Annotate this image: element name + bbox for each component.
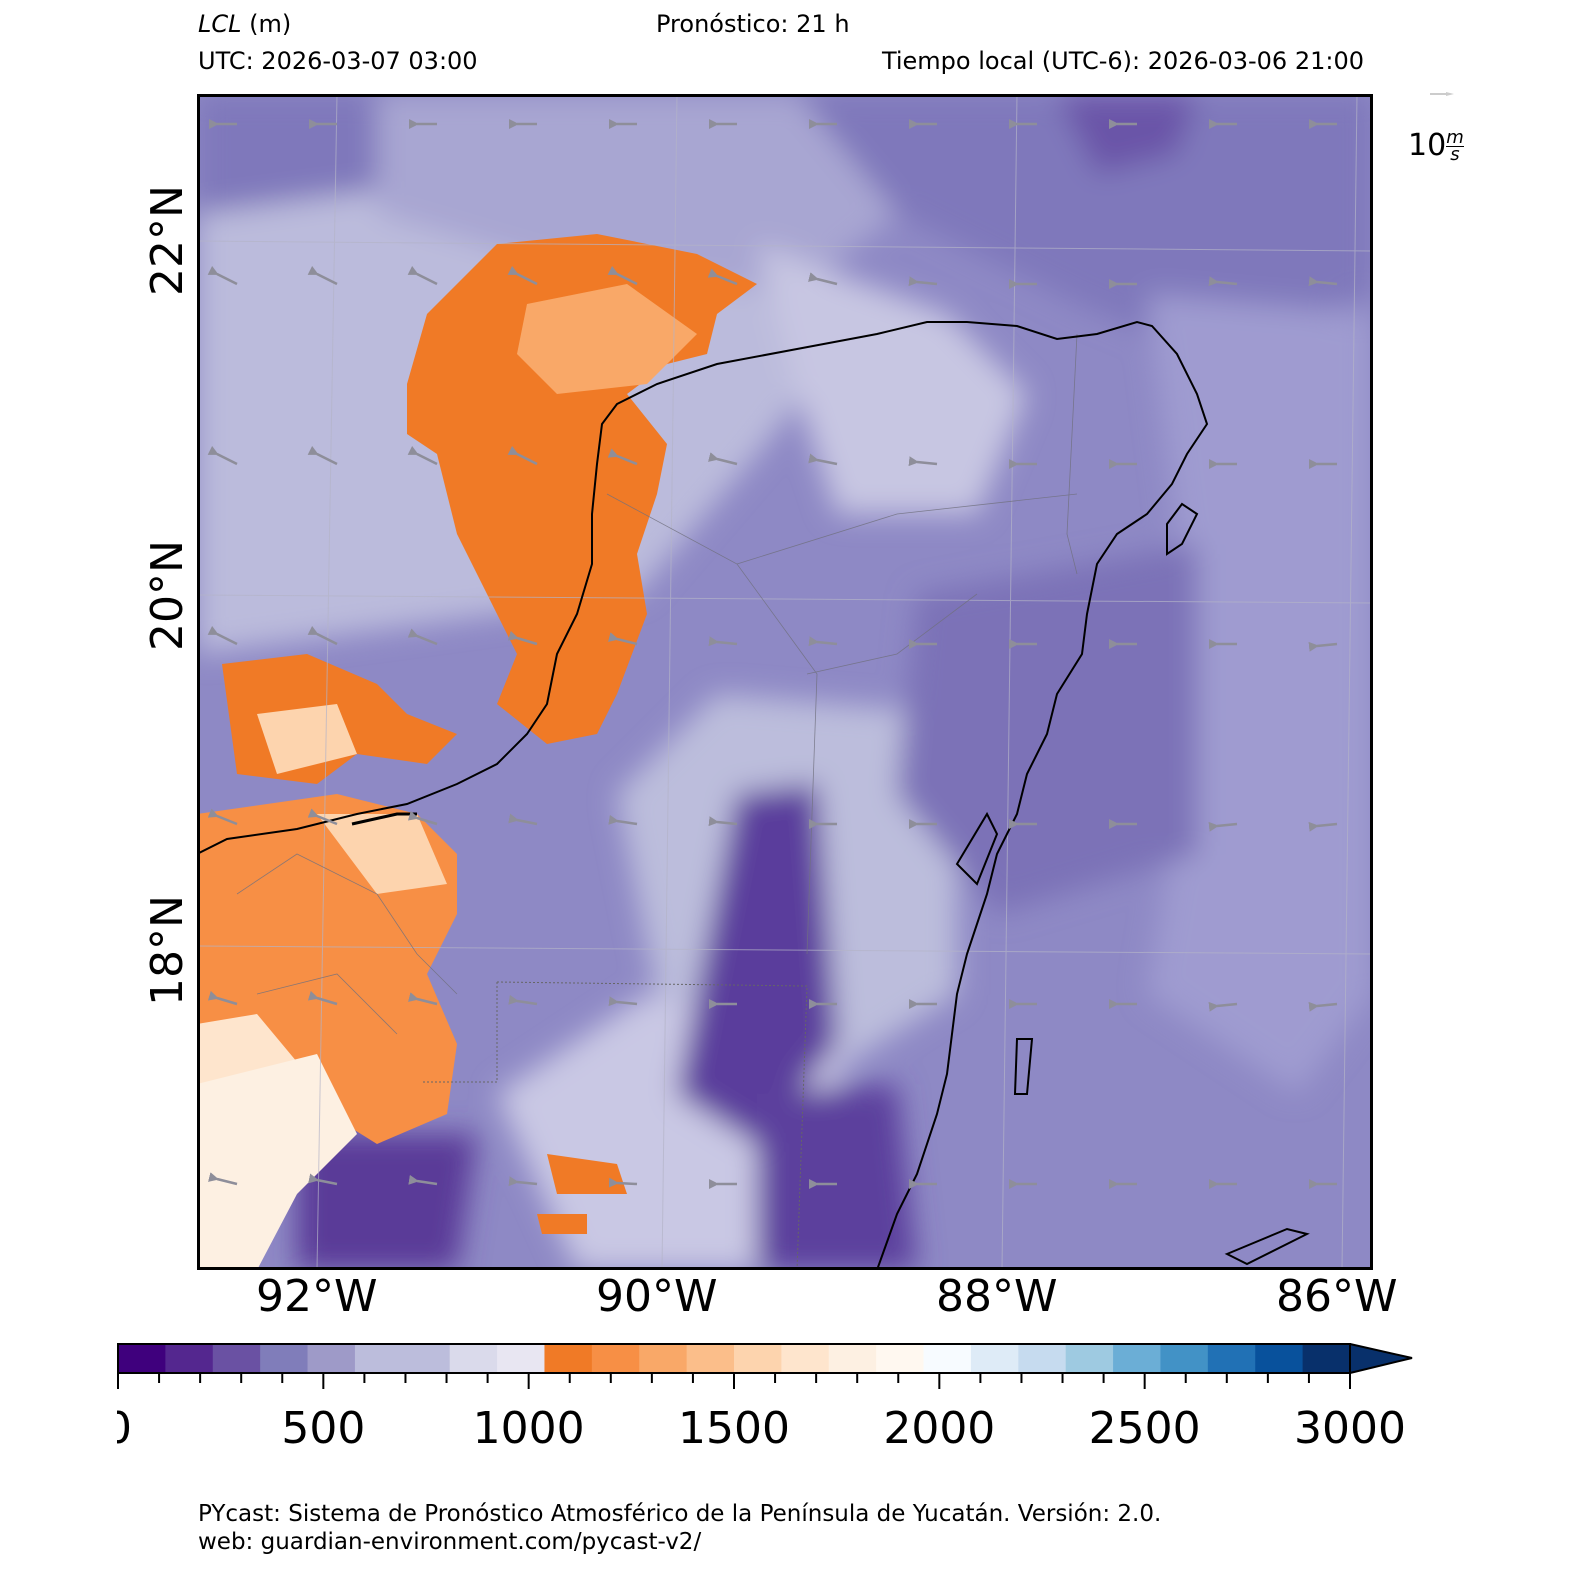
lon-label-88w: 88°W bbox=[936, 1271, 1058, 1322]
colorbar-cell bbox=[1160, 1344, 1209, 1373]
colorbar-tick-label: 2500 bbox=[1089, 1403, 1201, 1453]
state-boundaries bbox=[422, 981, 808, 1270]
forecast-map bbox=[197, 94, 1373, 1270]
colorbar-tick-label: 3000 bbox=[1294, 1403, 1406, 1453]
colorbar-tick-label: 2000 bbox=[883, 1403, 995, 1453]
lat-label-20n: 20°N bbox=[141, 540, 193, 651]
colorbar-tick-label: 500 bbox=[281, 1403, 365, 1453]
colorbar-cell bbox=[1302, 1344, 1351, 1373]
colorbar-cell bbox=[449, 1344, 498, 1373]
footer-line-2: web: guardian-environment.com/pycast-v2/ bbox=[198, 1529, 702, 1555]
map-frame bbox=[197, 94, 1373, 1270]
colorbar-ticks bbox=[117, 1373, 1351, 1389]
colorbar-tick-label: 0 bbox=[117, 1403, 132, 1453]
colorbar: 0 500 1000 1500 2000 2500 3000 bbox=[117, 1343, 1413, 1453]
colorbar-tick-labels: 0 500 1000 1500 2000 2500 3000 bbox=[117, 1403, 1406, 1453]
colorbar-cell bbox=[1018, 1344, 1067, 1373]
colorbar-cell bbox=[591, 1344, 640, 1373]
colorbar-cell bbox=[686, 1344, 735, 1373]
lon-label-92w: 92°W bbox=[256, 1271, 378, 1322]
reference-arrow-icon bbox=[1430, 92, 1454, 96]
colorbar-cell bbox=[354, 1344, 403, 1373]
lat-label-22n: 22°N bbox=[141, 185, 193, 296]
colorbar-cell bbox=[118, 1344, 166, 1373]
colorbar-cell bbox=[876, 1344, 925, 1373]
lcl-orange-regions bbox=[197, 234, 757, 1270]
lat-label-18n: 18°N bbox=[141, 895, 193, 1006]
utc-time: UTC: 2026-03-07 03:00 bbox=[198, 47, 478, 75]
colorbar-cells bbox=[118, 1344, 1351, 1373]
colorbar-cell bbox=[923, 1344, 972, 1373]
wind-reference-label: 10m s bbox=[1408, 127, 1464, 165]
colorbar-cell bbox=[734, 1344, 782, 1373]
colorbar-cell bbox=[781, 1344, 830, 1373]
colorbar-extend-arrow bbox=[1350, 1344, 1412, 1373]
graticule bbox=[197, 94, 1373, 1270]
footer-line-1: PYcast: Sistema de Pronóstico Atmosféric… bbox=[198, 1501, 1162, 1527]
colorbar-cell bbox=[1255, 1344, 1304, 1373]
variable-title: LCL (m) bbox=[198, 10, 292, 38]
colorbar-cell bbox=[212, 1344, 261, 1373]
colorbar-cell bbox=[544, 1344, 593, 1373]
colorbar-cell bbox=[402, 1344, 451, 1373]
lcl-field bbox=[197, 94, 1373, 1270]
colorbar-cell bbox=[1113, 1344, 1161, 1373]
lon-label-86w: 86°W bbox=[1276, 1271, 1398, 1322]
footer: PYcast: Sistema de Pronóstico Atmosféric… bbox=[198, 1500, 1161, 1556]
colorbar-cell bbox=[1065, 1344, 1114, 1373]
colorbar-cell bbox=[497, 1344, 545, 1373]
colorbar-cell bbox=[307, 1344, 356, 1373]
wind-vectors bbox=[207, 119, 1338, 1189]
local-time: Tiempo local (UTC-6): 2026-03-06 21:00 bbox=[881, 47, 1364, 75]
colorbar-cell bbox=[970, 1344, 1019, 1373]
colorbar-cell bbox=[1207, 1344, 1256, 1373]
colorbar-cell bbox=[165, 1344, 214, 1373]
colorbar-tick-label: 1500 bbox=[678, 1403, 790, 1453]
colorbar-cell bbox=[828, 1344, 877, 1373]
lon-label-90w: 90°W bbox=[596, 1271, 718, 1322]
colorbar-tick-label: 1000 bbox=[473, 1403, 585, 1453]
municipal-boundaries bbox=[236, 333, 1078, 1035]
colorbar-cell bbox=[260, 1344, 309, 1373]
forecast-hour: Pronóstico: 21 h bbox=[656, 10, 850, 38]
colorbar-cell bbox=[639, 1344, 688, 1373]
